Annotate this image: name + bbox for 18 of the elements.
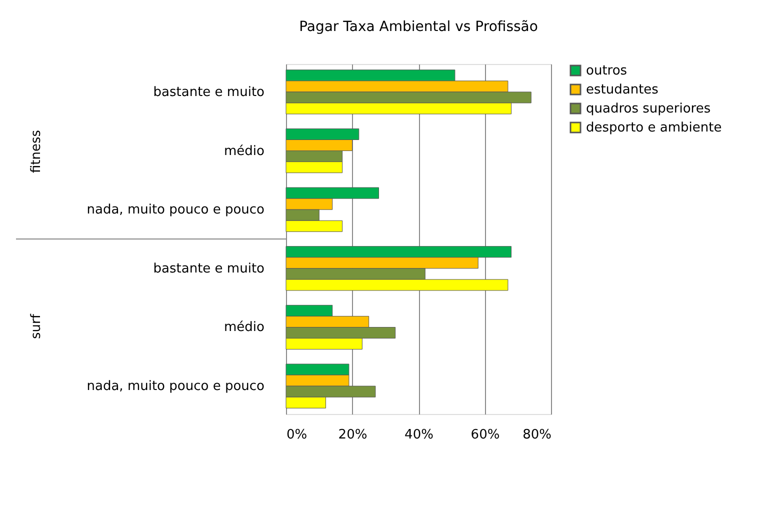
chart-title: Pagar Taxa Ambiental vs Profissão bbox=[299, 19, 538, 35]
legend-label: estudantes bbox=[586, 82, 659, 98]
text: surf bbox=[29, 314, 44, 339]
x-tick-label: 60% bbox=[470, 428, 500, 442]
text: fitness bbox=[29, 130, 44, 174]
legend-label: quadros superiores bbox=[586, 102, 711, 116]
y-tick-label: bastante e muito bbox=[153, 261, 265, 276]
x-tick-label: 0% bbox=[286, 428, 308, 442]
x-tick-label: 20% bbox=[338, 428, 368, 442]
legend-label: desporto e ambiente bbox=[586, 120, 722, 136]
x-tick-label: 40% bbox=[404, 428, 434, 442]
y-tick-label: nada, muito pouco e pouco bbox=[86, 379, 265, 394]
y-tick-label: bastante e muito bbox=[153, 84, 265, 100]
y-tick-label: médio bbox=[224, 144, 265, 159]
legend-label: outros bbox=[586, 64, 628, 78]
x-tick-label: 80% bbox=[522, 428, 552, 442]
y-tick-label: médio bbox=[224, 320, 265, 336]
y-tick-label: nada, muito pouco e pouco bbox=[86, 202, 265, 218]
